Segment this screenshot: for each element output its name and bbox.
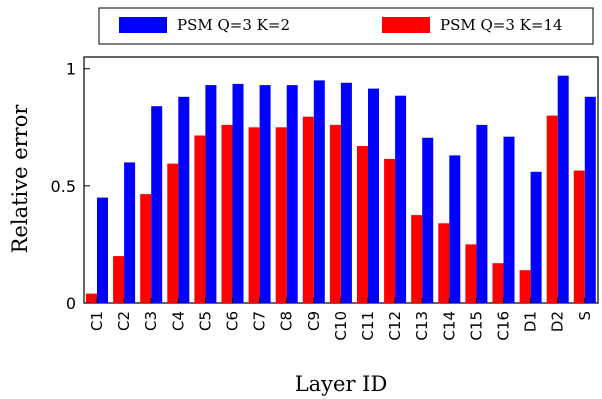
bar-series-2-C15: [465, 244, 477, 303]
legend-label-series-2: PSM Q=3 K=14: [440, 16, 563, 34]
bars-group: [86, 75, 596, 304]
x-tick-label-C15: C15: [467, 311, 485, 341]
legend-frame: [98, 7, 594, 45]
bar-series-1-C6: [232, 83, 244, 304]
bar-series-2-C7: [248, 127, 260, 303]
bar-series-2-C6: [221, 124, 233, 304]
bar-series-1-D1: [530, 171, 542, 303]
x-tick-label-C6: C6: [224, 311, 242, 331]
bar-series-1-S: [584, 96, 596, 303]
x-tick-label-C2: C2: [115, 311, 133, 331]
legend-label-series-1: PSM Q=3 K=2: [177, 16, 290, 34]
bar-series-1-C4: [178, 96, 190, 303]
y-tick-label: 0: [66, 294, 76, 313]
x-tick-label-C9: C9: [305, 311, 323, 331]
y-axis-ticks: 00.51: [51, 60, 90, 313]
y-axis-label: Relative error: [8, 104, 32, 254]
legend-swatch-series-1: [119, 17, 167, 33]
bar-series-1-C3: [151, 106, 163, 303]
bar-series-2-C11: [357, 146, 368, 303]
bar-series-2-C2: [113, 256, 125, 303]
bar-series-1-C11: [368, 88, 379, 303]
bar-series-2-C9: [302, 116, 314, 303]
bar-series-2-C12: [384, 158, 396, 303]
bar-series-2-C1: [86, 293, 97, 303]
x-tick-label-C5: C5: [196, 311, 214, 331]
legend: PSM Q=3 K=2 PSM Q=3 K=14: [98, 7, 594, 45]
x-tick-label-C12: C12: [386, 311, 404, 341]
y-tick-label: 1: [66, 60, 76, 79]
bar-series-1-C10: [340, 82, 352, 303]
bar-series-1-C9: [313, 80, 325, 304]
bar-series-2-C3: [140, 194, 152, 303]
x-tick-label-C10: C10: [332, 311, 350, 341]
bar-series-2-C5: [194, 135, 206, 303]
x-tick-label-C13: C13: [413, 311, 431, 341]
x-tick-label-D1: D1: [522, 311, 540, 332]
x-tick-label-C8: C8: [278, 311, 296, 331]
bar-series-2-C13: [411, 215, 423, 303]
bar-series-1-C16: [503, 136, 515, 303]
x-tick-label-C16: C16: [495, 311, 513, 341]
x-tick-label-C14: C14: [440, 311, 458, 341]
x-axis-ticks: C1 C2 C3 C4 C5 C6 C7 C8 C9 C10 C11 C12 C13 C14 C15 C16 D…: [88, 298, 594, 341]
bar-series-1-C5: [205, 85, 217, 303]
bar-series-1-C14: [449, 155, 461, 303]
bar-series-1-D2: [557, 75, 569, 303]
bar-series-2-C16: [492, 263, 504, 303]
bar-series-1-C12: [395, 95, 407, 303]
bar-series-2-C14: [438, 223, 450, 303]
bar-series-1-C1: [97, 197, 108, 303]
bar-series-2-D2: [546, 115, 558, 303]
x-tick-label-C3: C3: [142, 311, 160, 331]
x-tick-label-C7: C7: [251, 311, 269, 331]
bar-series-2-C8: [275, 127, 287, 303]
bar-series-2-D1: [519, 270, 531, 303]
bar-series-1-C7: [259, 85, 271, 303]
x-tick-label-C11: C11: [359, 311, 377, 341]
bar-series-2-C4: [167, 163, 179, 303]
bar-series-1-C15: [476, 124, 488, 304]
x-axis-label: Layer ID: [295, 372, 388, 396]
bar-series-1-C13: [422, 137, 434, 303]
legend-swatch-series-2: [382, 17, 430, 33]
bar-series-2-S: [573, 170, 585, 303]
bar-series-1-C2: [124, 162, 136, 303]
bar-series-1-C8: [286, 85, 298, 303]
x-tick-label-C4: C4: [169, 311, 187, 331]
bar-series-2-C10: [329, 124, 341, 304]
x-tick-label-D2: D2: [549, 311, 567, 332]
x-tick-label-S: S: [576, 311, 594, 321]
x-tick-label-C1: C1: [88, 311, 106, 331]
y-tick-label: 0.5: [51, 177, 76, 196]
